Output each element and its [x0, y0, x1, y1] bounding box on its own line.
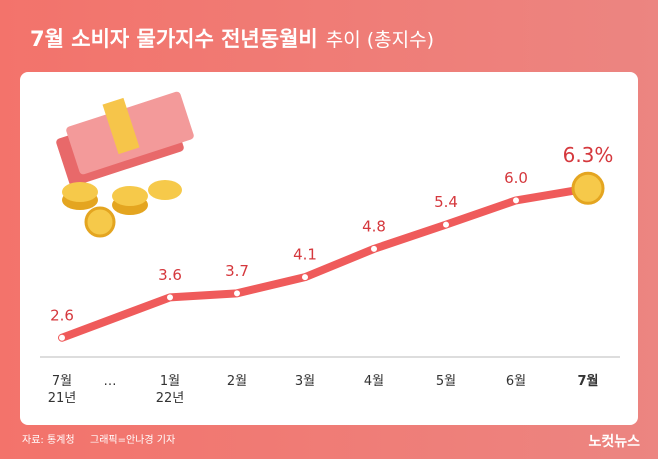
chart-title: 7월 소비자 물가지수 전년동월비 추이 (총지수) [30, 27, 434, 51]
x-tick-label: 7월 21년 [47, 374, 77, 406]
point [443, 221, 449, 228]
value-label: 4.8 [362, 217, 386, 235]
point [371, 245, 377, 252]
title: 7월 소비자 물가지수 전년동월비 [30, 27, 318, 51]
coin-point [571, 171, 605, 205]
line [58, 184, 592, 342]
value-label: 2.6 [50, 306, 74, 324]
value-label: 5.4 [434, 193, 458, 211]
value-label: 3.6 [158, 266, 182, 284]
x-tick-label: 6월 [505, 374, 527, 389]
value-label: 6.3% [563, 143, 614, 167]
point [513, 197, 519, 204]
point [234, 290, 240, 297]
point [167, 294, 173, 301]
value-label: 4.1 [293, 246, 317, 264]
x-break-label: … [103, 374, 117, 389]
source: 자료: 통계청 [22, 434, 75, 446]
money-illustration [56, 91, 194, 238]
x-tick-label: 3월 [294, 374, 316, 389]
credit: 그래픽=안나경 기자 [90, 433, 175, 446]
value-label: 3.7 [225, 262, 249, 280]
point [59, 334, 65, 341]
subtitle: 추이 (총지수) [326, 29, 434, 51]
value-label: 6.0 [504, 169, 528, 187]
x-tick-label: 4월 [363, 374, 385, 389]
x-tick-label: 5월 [435, 374, 457, 389]
point [302, 274, 308, 281]
panel [20, 72, 638, 425]
x-tick-label: 7월 [577, 374, 599, 389]
x-tick-label: 2월 [226, 374, 248, 389]
x-tick-label: 1월 22년 [155, 374, 185, 406]
logo: 노컷뉴스 [588, 433, 640, 450]
